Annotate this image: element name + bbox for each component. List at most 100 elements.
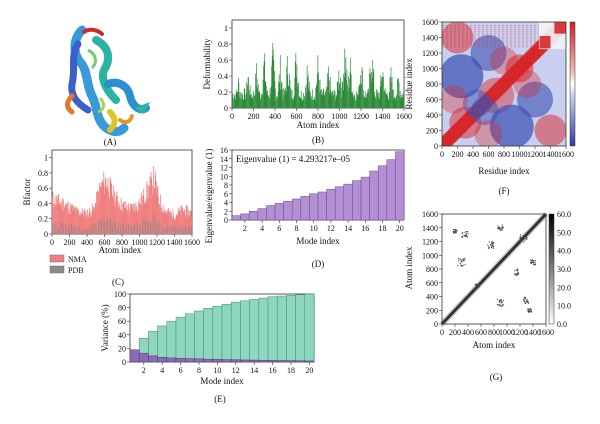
colorbar-tick-label: 30.0 [557, 265, 571, 274]
y-tick-label: 16 [220, 146, 228, 155]
cumulative-variance-bar [267, 296, 278, 363]
contact-point [464, 231, 466, 233]
contact-point [534, 264, 536, 266]
y-tick-label: 12 [220, 164, 228, 173]
contact-point [497, 227, 499, 229]
legend-swatch-nma [49, 254, 65, 263]
protein-structure-icon [65, 25, 150, 137]
x-tick-label: 1200 [149, 238, 165, 247]
contact-point [500, 299, 502, 301]
contact-point [524, 235, 526, 237]
x-tick-label: 6 [277, 224, 281, 233]
y-tick-label: 2 [224, 207, 228, 216]
legend-c: NMA PDB [49, 254, 87, 275]
y-tick-label: 10 [220, 172, 228, 181]
x-tick-label: 800 [488, 328, 500, 337]
y-tick-label: 0.6 [218, 56, 228, 65]
x-tick-label: 200 [449, 328, 461, 337]
x-tick-label: 4 [260, 224, 264, 233]
x-ticks-f: 0 200 400 600 800 1000 1200 1400 1600 [440, 146, 574, 159]
individual-variance-bar [194, 358, 204, 363]
contact-point [459, 263, 461, 265]
contact-point [524, 237, 526, 239]
panel-f-correlation-map: 0 200 400 600 800 1000 1200 1400 1600 0200400600… [404, 18, 576, 196]
x-tick-label: 400 [467, 150, 479, 159]
y-tick-label: 1000 [422, 251, 438, 260]
contact-point [465, 233, 467, 235]
eigenvalue-bar [274, 203, 284, 221]
contact-point [496, 298, 498, 300]
eigenvalue-bar [231, 215, 241, 221]
block-region [539, 35, 551, 49]
contact-point [462, 258, 464, 260]
contact-point [500, 226, 503, 228]
contact-point [497, 304, 499, 306]
contact-point [492, 245, 494, 247]
cumulative-variance-bar [157, 325, 168, 363]
y-tick-label: 0 [122, 358, 126, 367]
contact-point [467, 231, 469, 233]
contact-point [529, 261, 532, 264]
contact-point [464, 257, 466, 259]
x-tick-label: 1400 [543, 150, 559, 159]
x-axis-label-g: Atom index [473, 340, 516, 350]
panel-e-variance: 2 4 6 8 10 12 14 16 18 20 0 20 40 60 80 100 Mode index… [100, 290, 315, 404]
x-tick-label: 8 [197, 366, 201, 375]
x-tick-label: 600 [483, 150, 495, 159]
contact-point [458, 258, 460, 260]
individual-variance-bar [267, 360, 278, 363]
y-tick-label: 1400 [422, 34, 438, 43]
x-tick-label: 400 [81, 238, 93, 247]
x-tick-label: 10 [213, 366, 221, 375]
contact-point [499, 227, 501, 229]
contact-point [477, 284, 479, 287]
x-tick-label: 1400 [375, 112, 391, 121]
contact-point [489, 247, 491, 249]
contact-point [526, 237, 528, 239]
individual-variance-bar [129, 349, 140, 363]
x-axis-label-e: Mode index [200, 376, 244, 386]
y-tick-label: 1 [224, 24, 228, 33]
panel-label-f: (F) [499, 186, 510, 196]
y-axis-label-f: Residue index [404, 58, 414, 110]
contact-point [498, 228, 500, 230]
contact-point [498, 305, 500, 307]
y-tick-label: 0 [44, 230, 48, 239]
y-tick-label: 0 [224, 104, 228, 113]
x-tick-label: 8 [295, 224, 299, 233]
contact-point [518, 239, 521, 242]
panel-label-a: (A) [104, 137, 117, 147]
contact-point [516, 273, 519, 275]
x-tick-label: 400 [462, 328, 474, 337]
contact-point [466, 236, 468, 238]
contact-point [497, 228, 499, 230]
x-tick-label: 600 [475, 328, 487, 337]
x-tick-label: 200 [452, 150, 464, 159]
y-tick-label: 400 [426, 111, 438, 120]
panel-label-c: (C) [112, 277, 124, 287]
x-tick-label: 16 [269, 366, 277, 375]
contact-point [476, 287, 478, 289]
contact-point [465, 235, 467, 237]
panel-label-b: (B) [312, 135, 324, 145]
contact-point [501, 301, 504, 303]
contact-point [526, 298, 528, 301]
cumulative-variance-bar [304, 293, 315, 363]
y-tick-label: 1600 [422, 210, 438, 219]
eigenvalue-bar [369, 170, 379, 221]
contact-point [523, 298, 525, 300]
contact-point [488, 246, 490, 248]
colorbar-tick-label: 50.0 [557, 228, 571, 237]
x-tick-label: 18 [287, 366, 295, 375]
y-tick-label: 0.6 [38, 184, 48, 193]
contact-point [457, 264, 459, 266]
cumulative-variance-bar [230, 301, 241, 363]
panel-label-d: (D) [312, 259, 325, 269]
contact-point [464, 234, 466, 237]
contact-point [499, 304, 501, 306]
contact-point [530, 310, 532, 313]
y-tick-label: 0.2 [218, 88, 228, 97]
panel-label-e: (E) [214, 394, 226, 404]
contact-point [523, 300, 525, 303]
